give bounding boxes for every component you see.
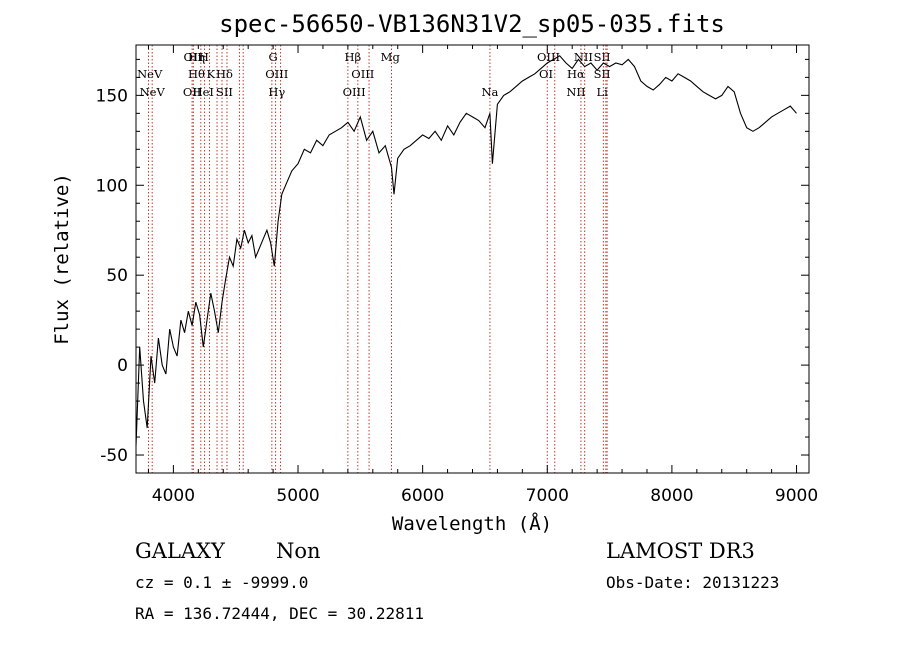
line-marker-label: HeI bbox=[193, 85, 214, 99]
line-marker-label: OII bbox=[183, 85, 202, 99]
line-marker-label: NII bbox=[566, 85, 585, 99]
line-marker-label: Hβ bbox=[345, 50, 362, 64]
axes-frame bbox=[135, 44, 810, 474]
x-axis-ticks: 4000 5000 6000 7000 8000 9000 bbox=[147, 45, 818, 506]
y-axis-ticks: -50 0 50 100 150 bbox=[96, 58, 809, 466]
line-marker-group bbox=[147, 45, 608, 473]
x-tick-label: 5000 bbox=[276, 486, 319, 506]
x-tick-label: 8000 bbox=[650, 486, 693, 506]
object-subclass: Non bbox=[276, 539, 321, 563]
x-tick-label: 4000 bbox=[152, 486, 195, 506]
line-marker-label: Hγ bbox=[268, 85, 285, 99]
line-marker-label: OIII bbox=[343, 85, 366, 99]
line-marker-label: K bbox=[206, 67, 215, 81]
y-tick-label: 100 bbox=[96, 176, 128, 196]
y-tick-label: 50 bbox=[106, 266, 128, 286]
line-marker-label: Hδ bbox=[216, 67, 233, 81]
line-marker-label: SII bbox=[594, 67, 611, 81]
line-marker-label: SII bbox=[216, 85, 233, 99]
y-tick-label: 0 bbox=[117, 356, 128, 376]
line-marker-label: NeV bbox=[140, 85, 166, 99]
y-tick-label: 150 bbox=[96, 86, 128, 106]
x-tick-label: 7000 bbox=[526, 486, 569, 506]
y-axis-label: Flux (relative) bbox=[51, 173, 73, 345]
line-marker-label: Na bbox=[481, 85, 498, 99]
x-tick-label: 6000 bbox=[401, 486, 444, 506]
object-class: GALAXY bbox=[135, 539, 226, 563]
redshift-line: cz = 0.1 ± -9999.0 bbox=[135, 573, 308, 592]
line-marker-label: NeV bbox=[137, 67, 163, 81]
y-tick-label: -50 bbox=[100, 446, 128, 466]
x-tick-label: 9000 bbox=[775, 486, 818, 506]
line-marker-label: Li bbox=[596, 85, 608, 99]
line-marker-label: OIII bbox=[351, 67, 374, 81]
line-marker-label: H bbox=[199, 50, 209, 64]
line-marker-label: Mg bbox=[381, 50, 401, 64]
line-marker-label: OIII bbox=[265, 67, 288, 81]
line-marker-label: G bbox=[268, 50, 277, 64]
line-marker-label: OII bbox=[183, 50, 202, 64]
x-axis-label: Wavelength (Å) bbox=[392, 512, 552, 535]
chart-title: spec-56650-VB136N31V2_sp05-035.fits bbox=[219, 10, 725, 38]
line-marker-label: NII bbox=[574, 50, 593, 64]
line-marker-label: Hα bbox=[567, 67, 585, 81]
line-marker-label: OIII bbox=[537, 50, 560, 64]
line-marker-label: SII bbox=[594, 50, 611, 64]
spectrum-series-line bbox=[135, 55, 797, 447]
line-marker-label: OI bbox=[539, 67, 553, 81]
obs-date: Obs-Date: 20131223 bbox=[606, 573, 779, 592]
line-marker-label: Hη bbox=[188, 50, 205, 64]
line-marker-label: Hθ bbox=[188, 67, 205, 81]
survey-name: LAMOST DR3 bbox=[606, 539, 755, 563]
coordinates: RA = 136.72444, DEC = 30.22811 bbox=[135, 604, 424, 623]
